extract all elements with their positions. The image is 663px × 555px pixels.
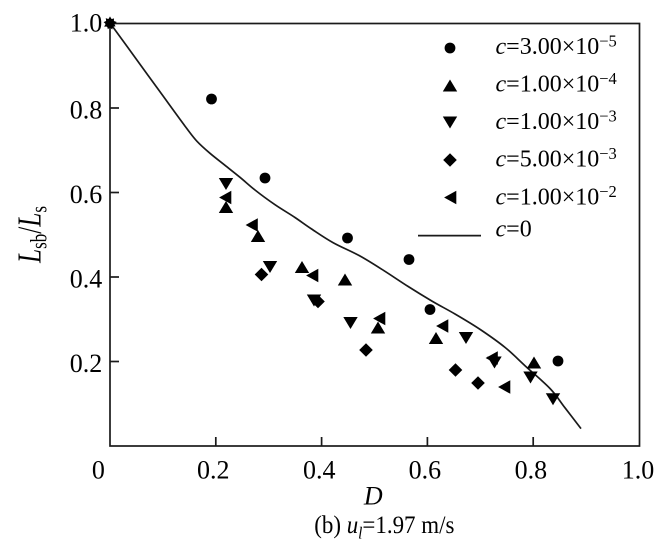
svg-text:1.0: 1.0 (622, 455, 655, 484)
svg-text:0.2: 0.2 (197, 455, 230, 484)
svg-text:Lsb/Ls: Lsb/Ls (11, 206, 52, 264)
svg-text:0.2: 0.2 (70, 349, 103, 378)
svg-text:c=1.00×10−3: c=1.00×10−3 (496, 106, 617, 134)
svg-text:1.0: 1.0 (70, 8, 103, 37)
svg-text:c=5.00×10−3: c=5.00×10−3 (496, 144, 617, 172)
svg-text:c=0: c=0 (496, 216, 532, 242)
svg-text:0.8: 0.8 (515, 455, 548, 484)
svg-text:0.8: 0.8 (70, 96, 103, 125)
svg-text:c=1.00×10−4: c=1.00×10−4 (496, 69, 617, 97)
svg-text:c=3.00×10−5: c=3.00×10−5 (496, 32, 617, 60)
svg-text:0.4: 0.4 (303, 455, 336, 484)
svg-text:0.4: 0.4 (70, 265, 103, 294)
svg-text:0.6: 0.6 (70, 180, 103, 209)
svg-text:D: D (363, 481, 383, 510)
svg-text:0.6: 0.6 (409, 455, 442, 484)
svg-text:(b) ul=1.97 m/s: (b) ul=1.97 m/s (314, 511, 454, 543)
svg-text:0: 0 (92, 455, 105, 484)
svg-text:c=1.00×10−2: c=1.00×10−2 (496, 182, 617, 210)
